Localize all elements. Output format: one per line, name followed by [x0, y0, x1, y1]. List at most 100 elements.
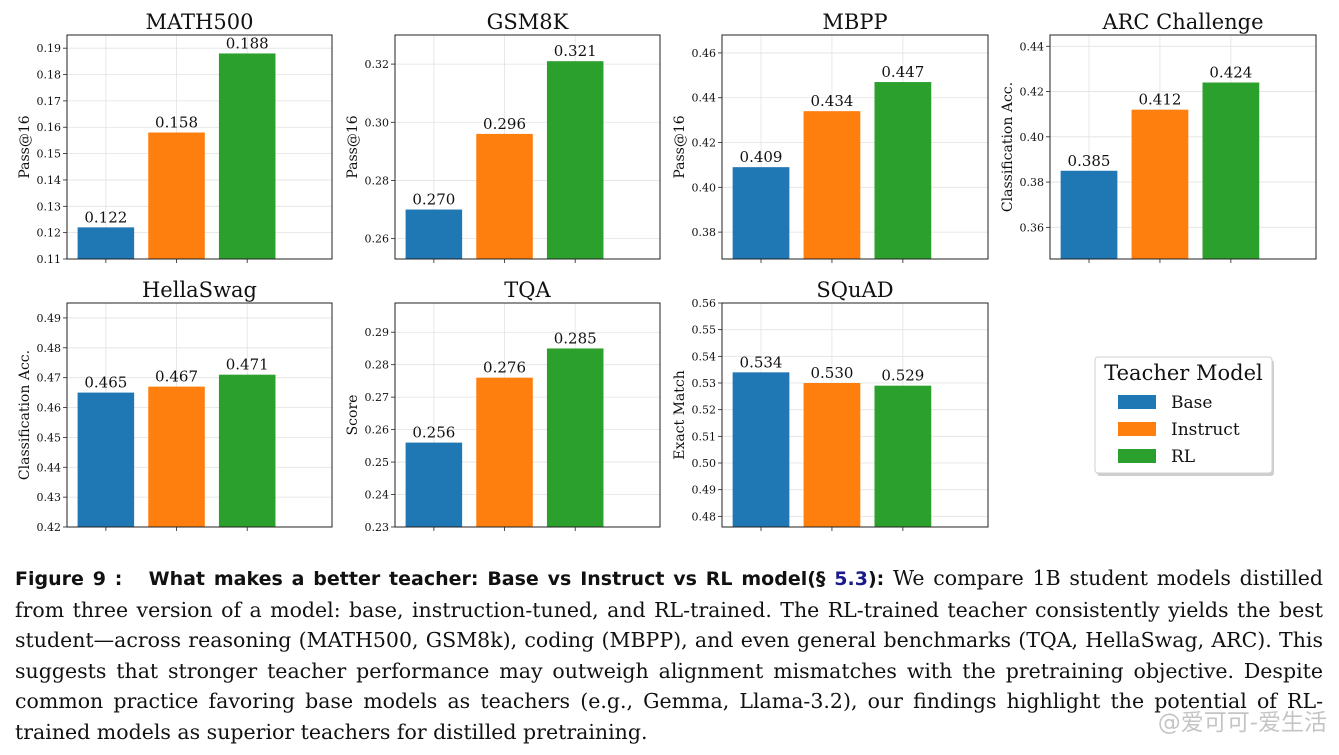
chart-figure: 0.11 0.12 0.13 0.14 0.15 0.16 0.17 0.18 0.19 0.12… — [17, 10, 1317, 534]
y-tick-label: 0.46 — [692, 47, 717, 60]
data-label: 0.412 — [1138, 91, 1181, 109]
plot-frame — [394, 34, 661, 260]
chart-gsm8k: 0.26 0.28 0.30 0.32 0.270 0.296 0.321 GSM8K Pass… — [345, 10, 661, 263]
y-tick-label: 0.17 — [37, 95, 62, 108]
y-tick-label: 0.14 — [37, 174, 62, 187]
chart-title: HellaSwag — [142, 278, 257, 302]
plot-frame — [66, 302, 333, 528]
chart-arc-challenge: 0.36 0.38 0.40 0.42 0.44 0.385 0.412 0.424 ARC C… — [1000, 10, 1317, 263]
y-tick-label: 0.44 — [1020, 40, 1045, 53]
chart-title: SQuAD — [816, 278, 893, 302]
chart-title: TQA — [504, 278, 551, 302]
y-tick-label: 0.50 — [692, 457, 717, 470]
legend-swatch-base — [1118, 395, 1156, 409]
y-tick-label: 0.44 — [692, 92, 717, 105]
data-label: 0.285 — [554, 329, 597, 347]
y-tick-label: 0.46 — [37, 402, 62, 415]
y-axis-label: Exact Match — [672, 370, 688, 460]
data-label: 0.530 — [810, 364, 853, 382]
y-tick-label: 0.42 — [692, 137, 717, 150]
y-tick-label: 0.53 — [692, 377, 717, 390]
section-reference-link[interactable]: 5.3 — [834, 568, 868, 590]
legend-label-instruct: Instruct — [1171, 420, 1240, 440]
plot-frame — [721, 302, 989, 528]
y-tick-label: 0.23 — [365, 521, 390, 534]
y-axis-label: Pass@16 — [17, 115, 33, 178]
data-label: 0.471 — [226, 356, 269, 374]
y-axis-label: Score — [345, 395, 361, 436]
chart-squad: 0.48 0.49 0.50 0.51 0.52 0.53 0.54 0.55 0.56 0.53… — [672, 278, 989, 531]
chart-math500: 0.11 0.12 0.13 0.14 0.15 0.16 0.17 0.18 0.19 0.12… — [17, 10, 333, 266]
y-tick-label: 0.52 — [692, 404, 717, 417]
chart-title: ARC Challenge — [1101, 10, 1263, 34]
figure-label: Figure 9 : — [15, 568, 123, 590]
y-tick-label: 0.38 — [692, 226, 717, 239]
chart-title: GSM8K — [487, 10, 569, 34]
watermark: @爱可可-爱生活 — [1157, 710, 1327, 736]
y-tick-label: 0.25 — [365, 456, 390, 469]
bar-rl — [874, 385, 932, 527]
y-tick-label: 0.44 — [37, 461, 62, 474]
y-tick-label: 0.54 — [692, 350, 717, 363]
chart-tqa: 0.23 0.24 0.25 0.26 0.27 0.28 0.29 0.256 0.276 0.… — [345, 278, 661, 534]
y-axis-label: Pass@16 — [345, 115, 361, 178]
y-tick-label: 0.28 — [365, 359, 390, 372]
y-tick-label: 0.55 — [692, 324, 717, 337]
data-label: 0.188 — [226, 34, 269, 52]
y-axis-label: Pass@16 — [672, 115, 688, 178]
chart-title: MBPP — [822, 10, 887, 34]
y-tick-label: 0.40 — [692, 181, 717, 194]
y-tick-label: 0.27 — [365, 391, 390, 404]
legend: Teacher Model Base Instruct RL — [1094, 356, 1274, 476]
legend-swatch-rl — [1118, 449, 1156, 463]
y-tick-label: 0.48 — [692, 510, 717, 523]
y-tick-label: 0.49 — [692, 484, 717, 497]
caption-heading-end: ): — [867, 568, 885, 590]
y-tick-label: 0.19 — [37, 42, 62, 55]
y-tick-label: 0.18 — [37, 69, 62, 82]
legend-swatch-instruct — [1118, 422, 1156, 436]
plot-frame — [66, 34, 333, 260]
data-label: 0.158 — [155, 114, 198, 132]
data-label: 0.321 — [554, 42, 597, 60]
bar-instruct — [1131, 109, 1189, 260]
y-tick-label: 0.26 — [365, 233, 390, 246]
y-tick-label: 0.42 — [37, 521, 62, 534]
y-tick-label: 0.49 — [37, 312, 62, 325]
y-tick-label: 0.30 — [365, 116, 390, 129]
bar-instruct — [476, 133, 533, 259]
bar-instruct — [803, 111, 861, 259]
data-label: 0.409 — [740, 148, 783, 166]
chart-title: MATH500 — [146, 10, 254, 34]
data-label: 0.447 — [881, 63, 924, 81]
bar-base — [1060, 170, 1118, 259]
data-label: 0.534 — [740, 353, 783, 371]
y-tick-label: 0.56 — [692, 297, 717, 310]
y-tick-label: 0.11 — [37, 253, 62, 266]
data-label: 0.270 — [412, 191, 455, 209]
bar-base — [732, 167, 790, 259]
y-tick-label: 0.29 — [365, 326, 390, 339]
bar-instruct — [476, 377, 533, 527]
plot-frame — [394, 302, 661, 528]
data-label: 0.276 — [483, 359, 526, 377]
caption-heading: What makes a better teacher: Base vs Ins… — [148, 568, 835, 590]
y-tick-label: 0.42 — [1020, 86, 1045, 99]
y-tick-label: 0.40 — [1020, 131, 1045, 144]
legend-box — [1094, 356, 1273, 474]
plot-frame — [1049, 34, 1317, 260]
chart-mbpp: 0.38 0.40 0.42 0.44 0.46 0.409 0.434 0.447 MBPP P… — [672, 10, 989, 263]
bar-base — [732, 372, 790, 527]
y-tick-label: 0.47 — [37, 372, 62, 385]
data-label: 0.385 — [1068, 152, 1111, 170]
y-axis-label: Classification Acc. — [17, 350, 33, 480]
bar-rl — [218, 53, 276, 260]
bar-base — [405, 442, 463, 527]
y-tick-label: 0.15 — [37, 148, 62, 161]
plot-frame — [721, 34, 989, 260]
bar-rl — [218, 374, 276, 527]
bar-rl — [1202, 82, 1260, 259]
y-tick-label: 0.48 — [37, 342, 62, 355]
y-tick-label: 0.38 — [1020, 176, 1045, 189]
y-tick-label: 0.43 — [37, 491, 62, 504]
